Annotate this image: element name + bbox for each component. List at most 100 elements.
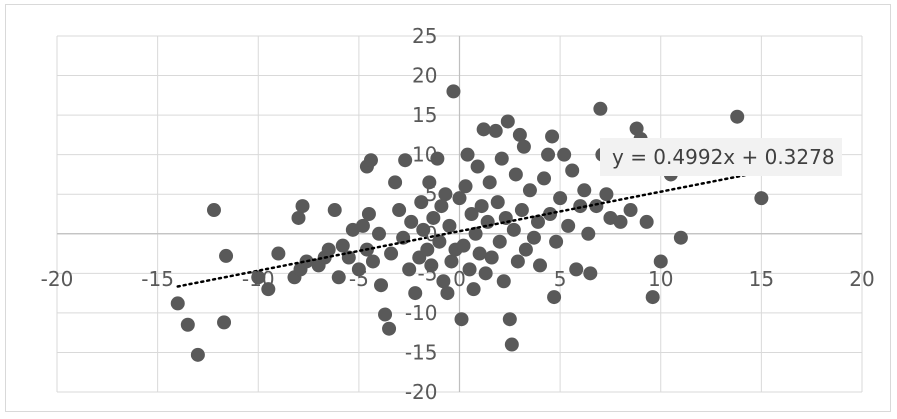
data-point: [426, 210, 441, 225]
data-point: [673, 230, 688, 245]
data-point: [589, 199, 604, 214]
data-point: [365, 254, 380, 269]
trendline: [176, 170, 763, 288]
data-point: [251, 270, 266, 285]
data-point: [472, 246, 487, 261]
data-point: [452, 191, 467, 206]
data-point: [384, 246, 399, 261]
data-point: [327, 203, 342, 218]
data-point: [454, 312, 469, 327]
data-point: [476, 122, 491, 137]
data-point: [639, 214, 654, 229]
data-point: [730, 109, 745, 124]
data-point: [363, 153, 378, 168]
y-tick-label: 15: [412, 103, 437, 127]
data-point: [466, 282, 481, 297]
data-point: [404, 214, 419, 229]
data-point: [291, 210, 306, 225]
y-tick-label: -15: [405, 340, 438, 364]
data-point: [470, 159, 485, 174]
data-point: [446, 84, 461, 99]
data-point: [382, 321, 397, 336]
data-point: [504, 337, 519, 352]
data-point: [561, 218, 576, 233]
x-tick-label: -10: [242, 267, 275, 291]
data-point: [416, 222, 431, 237]
data-point: [547, 290, 562, 305]
data-points: [170, 84, 769, 362]
data-point: [206, 203, 221, 218]
data-point: [351, 262, 366, 277]
data-point: [408, 286, 423, 301]
data-point: [355, 218, 370, 233]
data-point: [392, 203, 407, 218]
data-point: [502, 312, 517, 327]
y-tick-label: -5: [418, 261, 438, 285]
data-point: [533, 258, 547, 273]
data-point: [420, 242, 435, 257]
data-point: [653, 254, 668, 269]
trendline-equation: y = 0.4992x + 0.3278: [600, 138, 842, 176]
data-point: [510, 254, 525, 269]
data-point: [460, 147, 475, 162]
tick-labels: -20 -15 -10 -5 0 5 10 15 20 25 20 15 10 5 0 -5 -10 -15 -20: [41, 24, 875, 404]
data-point: [422, 175, 437, 190]
data-point: [492, 234, 507, 249]
data-point: [482, 175, 497, 190]
x-tick-label: 0: [453, 267, 466, 291]
data-point: [508, 167, 523, 182]
data-point: [388, 175, 403, 190]
x-tick-label: 20: [849, 267, 874, 291]
data-point: [464, 207, 479, 221]
x-tick-label: 5: [554, 267, 567, 291]
y-tick-label: 5: [425, 182, 438, 206]
trendline-group: [176, 170, 763, 288]
data-point: [514, 203, 529, 218]
data-point: [434, 199, 449, 214]
y-tick-label: -20: [405, 380, 438, 404]
data-point: [190, 347, 205, 362]
data-point: [261, 282, 276, 297]
data-point: [581, 226, 596, 241]
data-point: [474, 199, 489, 214]
x-tick-label: 10: [648, 267, 673, 291]
data-point: [378, 307, 393, 322]
data-point: [436, 274, 451, 289]
equation-background: [600, 138, 842, 176]
data-point: [484, 250, 499, 265]
data-point: [522, 183, 537, 198]
data-point: [593, 101, 608, 116]
data-point: [577, 183, 592, 198]
data-point: [271, 246, 286, 261]
x-tick-label: -20: [41, 267, 74, 291]
x-tick-label: -5: [349, 267, 369, 291]
data-point: [573, 199, 588, 214]
data-point: [398, 153, 413, 168]
data-point: [613, 214, 628, 229]
data-point: [462, 262, 477, 277]
data-point: [537, 171, 552, 186]
data-point: [468, 226, 483, 241]
data-point: [372, 226, 386, 241]
data-point: [516, 139, 531, 154]
y-tick-label: 0: [425, 222, 438, 246]
y-tick-label: -10: [405, 301, 438, 325]
data-point: [549, 234, 564, 249]
data-point: [440, 286, 455, 301]
data-point: [438, 187, 453, 202]
axis-lines: [57, 36, 862, 392]
data-point: [645, 290, 660, 305]
data-point: [219, 248, 234, 263]
data-point: [583, 266, 598, 281]
equation-label: y = 0.4992x + 0.3278: [612, 145, 835, 169]
data-point: [488, 123, 503, 138]
data-point: [518, 242, 533, 257]
y-tick-label: 25: [412, 24, 437, 48]
data-point: [623, 203, 638, 218]
data-point: [557, 147, 572, 162]
data-point: [458, 179, 473, 194]
data-point: [500, 114, 515, 129]
data-point: [456, 238, 471, 253]
data-point: [496, 274, 511, 289]
